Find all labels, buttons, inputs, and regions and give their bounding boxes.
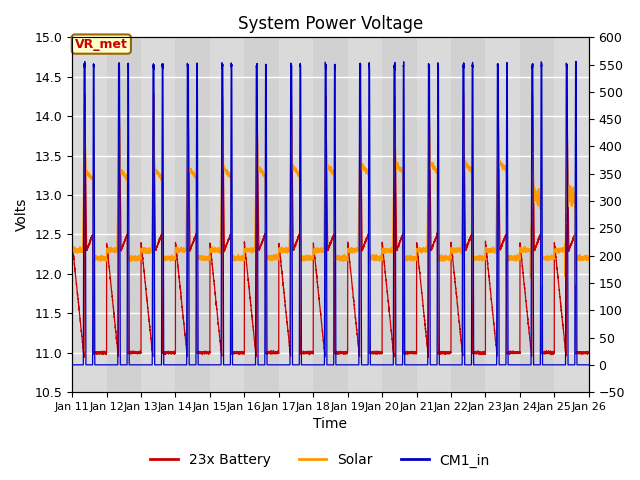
- Solar: [426, 106, 433, 111]
- Solar: [538, 282, 545, 288]
- Text: VR_met: VR_met: [75, 37, 128, 50]
- Y-axis label: Volts: Volts: [15, 198, 29, 231]
- 23x Battery: [94, 349, 102, 355]
- Bar: [313, 37, 348, 392]
- Solar: [374, 255, 381, 261]
- Line: 23x Battery: 23x Battery: [72, 93, 588, 358]
- Bar: [279, 37, 313, 392]
- CM1_in: [396, 362, 404, 368]
- Legend: 23x Battery, Solar, CM1_in: 23x Battery, Solar, CM1_in: [145, 448, 495, 473]
- Solar: [584, 256, 592, 262]
- Bar: [72, 37, 107, 392]
- Solar: [255, 164, 263, 169]
- Bar: [210, 37, 244, 392]
- 23x Battery: [68, 239, 76, 244]
- 23x Battery: [396, 239, 404, 245]
- Bar: [451, 37, 486, 392]
- Bar: [417, 37, 451, 392]
- Bar: [107, 37, 141, 392]
- CM1_in: [584, 362, 592, 368]
- CM1_in: [374, 362, 381, 368]
- Solar: [68, 246, 76, 252]
- Solar: [451, 247, 459, 253]
- Bar: [244, 37, 279, 392]
- Bar: [141, 37, 175, 392]
- Solar: [479, 254, 486, 260]
- 23x Battery: [584, 350, 592, 356]
- CM1_in: [479, 362, 486, 368]
- Bar: [175, 37, 210, 392]
- Title: System Power Voltage: System Power Voltage: [238, 15, 423, 33]
- 23x Battery: [255, 246, 263, 252]
- CM1_in: [451, 362, 459, 368]
- 23x Battery: [80, 355, 88, 360]
- CM1_in: [68, 362, 76, 368]
- X-axis label: Time: Time: [314, 418, 348, 432]
- Solar: [396, 166, 404, 171]
- Bar: [520, 37, 554, 392]
- Bar: [382, 37, 417, 392]
- 23x Battery: [374, 351, 381, 357]
- 23x Battery: [451, 279, 459, 285]
- Solar: [94, 257, 102, 263]
- CM1_in: [94, 362, 102, 368]
- Bar: [486, 37, 520, 392]
- Line: Solar: Solar: [72, 108, 588, 285]
- 23x Battery: [479, 349, 486, 355]
- 23x Battery: [426, 90, 433, 96]
- CM1_in: [572, 59, 580, 64]
- Bar: [554, 37, 589, 392]
- CM1_in: [255, 362, 263, 368]
- Line: CM1_in: CM1_in: [72, 61, 588, 365]
- Bar: [348, 37, 382, 392]
